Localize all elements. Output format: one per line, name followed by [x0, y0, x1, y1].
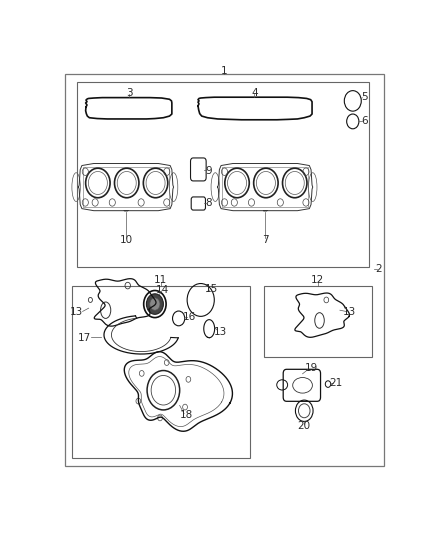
Text: 17: 17	[78, 333, 91, 343]
Text: 13: 13	[70, 307, 84, 317]
Text: 8: 8	[205, 198, 212, 208]
Circle shape	[146, 294, 163, 314]
Text: 10: 10	[120, 235, 133, 245]
Text: 13: 13	[213, 327, 227, 336]
Text: 7: 7	[262, 235, 268, 245]
Text: 14: 14	[156, 285, 170, 295]
Text: 16: 16	[183, 312, 197, 322]
Text: 13: 13	[343, 307, 356, 317]
Text: 5: 5	[361, 92, 367, 102]
Text: 11: 11	[154, 275, 167, 285]
Text: 4: 4	[251, 88, 258, 98]
Text: 3: 3	[126, 88, 133, 98]
Text: 18: 18	[180, 410, 193, 420]
Text: 15: 15	[205, 284, 218, 294]
Text: 21: 21	[329, 378, 343, 388]
Text: 1: 1	[221, 66, 228, 76]
Text: 19: 19	[304, 364, 318, 374]
Text: 6: 6	[361, 116, 367, 126]
Text: 20: 20	[298, 421, 311, 431]
Circle shape	[150, 298, 160, 310]
Text: 9: 9	[205, 166, 212, 176]
Text: 2: 2	[376, 264, 382, 274]
Text: 12: 12	[311, 275, 325, 285]
